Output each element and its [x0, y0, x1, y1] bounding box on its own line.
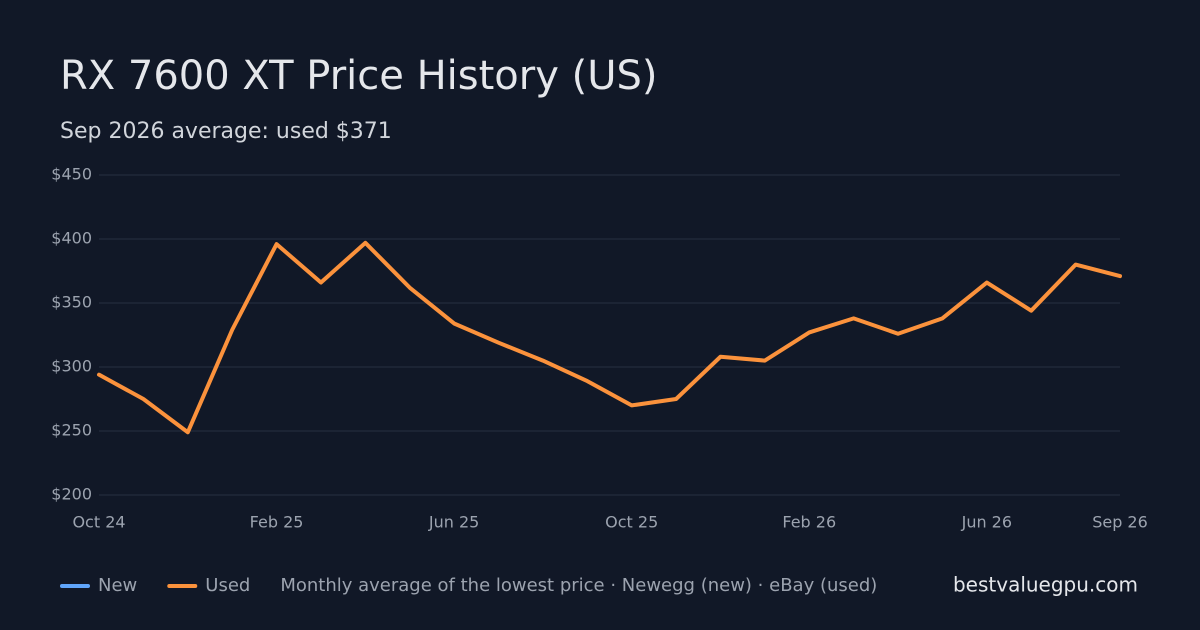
x-tick-label: Oct 25 [605, 513, 658, 532]
x-tick-label: Jun 26 [961, 513, 1012, 532]
x-tick-label: Sep 26 [1092, 513, 1148, 532]
y-tick-label: $250 [51, 421, 92, 440]
y-tick-label: $200 [51, 485, 92, 504]
chart-subtitle: Sep 2026 average: used $371 [60, 119, 392, 144]
x-tick-label: Feb 25 [250, 513, 304, 532]
legend-label: New [98, 575, 137, 596]
footnote: Monthly average of the lowest price · Ne… [280, 575, 877, 596]
y-tick-label: $350 [51, 293, 92, 312]
x-tick-label: Jun 25 [428, 513, 479, 532]
y-tick-label: $450 [51, 165, 92, 184]
y-tick-label: $300 [51, 357, 92, 376]
line-series [97, 240, 1122, 435]
brand: bestvaluegpu.com [953, 573, 1138, 597]
legend-label: Used [205, 575, 250, 596]
y-tick-label: $400 [51, 229, 92, 248]
x-tick-label: Feb 26 [782, 513, 836, 532]
chart-title: RX 7600 XT Price History (US) [60, 53, 657, 99]
x-tick-label: Oct 24 [72, 513, 125, 532]
